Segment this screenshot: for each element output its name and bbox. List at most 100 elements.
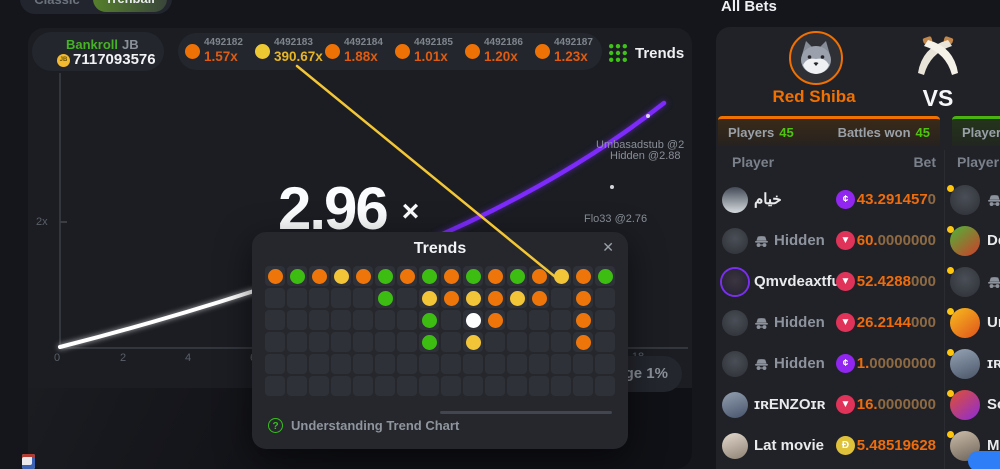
trend-cell	[309, 266, 329, 286]
history-item[interactable]: 4492185 1.01x	[392, 33, 462, 70]
trend-cell	[287, 288, 307, 308]
result-dot-icon	[535, 44, 550, 59]
trend-dot-orange	[443, 268, 459, 284]
trend-cell	[419, 376, 439, 396]
trend-dot-yellow	[421, 290, 437, 306]
trends-button-label: Trends	[635, 44, 685, 62]
trend-cell	[441, 332, 461, 352]
bankroll-pill[interactable]: Bankroll JB JB 7117093576	[32, 32, 164, 71]
opponent-bet-row: Mad	[944, 426, 1000, 466]
trend-cell	[287, 266, 307, 286]
history-item[interactable]: 4492183 390.67x	[252, 33, 323, 70]
trend-cell	[287, 310, 307, 330]
trend-cell	[463, 376, 483, 396]
trend-dot-yellow	[553, 268, 569, 284]
coin-icon: ¢	[836, 190, 855, 209]
result-dot-icon	[465, 44, 480, 59]
question-icon: ?	[268, 418, 283, 433]
trend-cell	[595, 354, 615, 374]
avatar	[950, 267, 980, 297]
incognito-icon	[755, 317, 768, 329]
trend-cell	[397, 310, 417, 330]
trend-cell	[375, 310, 395, 330]
trend-cell	[595, 310, 615, 330]
trend-cell	[331, 354, 351, 374]
trend-dot-orange	[575, 268, 591, 284]
team-left-tab[interactable]: Players 45 Battles won 45	[718, 116, 940, 146]
trend-cell	[529, 376, 549, 396]
trend-cell	[441, 288, 461, 308]
coin-icon: ▼	[836, 313, 855, 332]
grid-dots-icon	[609, 44, 627, 62]
trend-cell	[397, 332, 417, 352]
game-multiplier: 1.20x	[484, 49, 518, 64]
trend-cell	[595, 266, 615, 286]
multiplier-times-symbol: ×	[401, 194, 420, 228]
history-item[interactable]: 4492187 1.23x	[532, 33, 602, 70]
avatar	[722, 351, 748, 377]
trend-cell	[397, 376, 417, 396]
trend-cell	[331, 288, 351, 308]
trend-cell	[595, 288, 615, 308]
trend-cell	[529, 310, 549, 330]
trend-cell	[353, 310, 373, 330]
avatar	[722, 392, 748, 418]
game-id: 4492182	[204, 37, 243, 48]
trend-cell	[573, 376, 593, 396]
trend-cell	[375, 266, 395, 286]
status-dot	[947, 390, 954, 397]
team-tusks-icon	[908, 33, 968, 84]
bet-row: Lat movie Đ 5.48519628	[716, 426, 944, 466]
trend-cell	[397, 288, 417, 308]
history-item[interactable]: 4492182 1.57x	[182, 33, 252, 70]
game-id: 4492183	[274, 37, 313, 48]
coin-icon: ▼	[836, 395, 855, 414]
bet-amount: 60.0000000	[856, 232, 936, 249]
trend-cell	[309, 332, 329, 352]
trend-cell	[375, 332, 395, 352]
trend-cell	[419, 310, 439, 330]
game-multiplier: 1.88x	[344, 49, 378, 64]
trend-cell	[463, 310, 483, 330]
tab-trenball[interactable]: Trenball	[93, 0, 167, 12]
trend-cell	[353, 376, 373, 396]
player-name: Mad	[987, 437, 1000, 454]
bet-amount: 5.48519628	[856, 437, 936, 454]
player-name: خيام	[754, 191, 782, 208]
player-name: Soh	[987, 396, 1000, 413]
cashout-annotation: Flo33 @2.76	[584, 213, 648, 225]
player-name-hidden: Hidden	[754, 303, 825, 343]
player-name-hidden: H	[987, 262, 1000, 302]
close-icon[interactable]: ✕	[602, 239, 614, 255]
mini-thumbnail	[22, 454, 35, 469]
trend-cell	[397, 266, 417, 286]
trend-cell	[551, 354, 571, 374]
trend-help-link[interactable]: ? Understanding Trend Chart	[268, 418, 459, 433]
trend-cell	[463, 266, 483, 286]
player-name: Qmvdeaxtful	[754, 273, 838, 290]
trend-cell	[265, 332, 285, 352]
trend-dot-white	[465, 312, 481, 328]
trend-cell	[573, 288, 593, 308]
trend-dot-orange	[487, 290, 503, 306]
trend-cell	[485, 288, 505, 308]
avatar	[722, 228, 748, 254]
history-item[interactable]: 4492186 1.20x	[462, 33, 532, 70]
history-item[interactable]: 4492184 1.88x	[322, 33, 392, 70]
bankroll-amount: 7117093576	[73, 51, 156, 68]
trend-grid-scrollbar[interactable]	[440, 411, 612, 414]
trend-help-label: Understanding Trend Chart	[291, 418, 460, 433]
trend-cell	[353, 288, 373, 308]
table-divider	[944, 150, 945, 469]
trends-button[interactable]: Trends	[608, 40, 692, 66]
opponent-bet-row: ɪʀEN	[944, 344, 1000, 384]
trend-dot-orange	[487, 312, 503, 328]
tab-classic[interactable]: Classic	[21, 0, 93, 7]
game-multiplier: 1.01x	[414, 49, 448, 64]
trend-cell	[265, 288, 285, 308]
trend-dot-orange	[575, 290, 591, 306]
chat-fab[interactable]	[968, 451, 1000, 469]
trend-cell	[441, 376, 461, 396]
